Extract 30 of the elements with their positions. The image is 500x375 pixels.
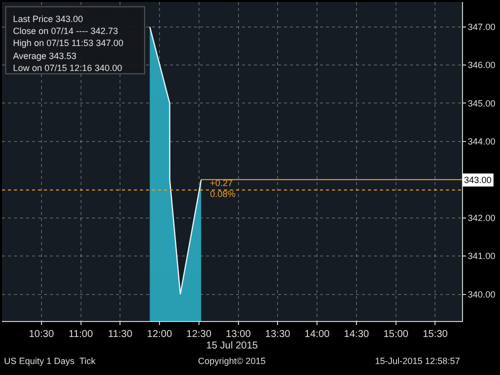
annotation: Average 343.53: [13, 51, 76, 61]
x-tick-label: 11:30: [108, 329, 133, 340]
y-tick-label: 347.00: [468, 22, 496, 32]
y-tick-label: 340.00: [468, 289, 496, 300]
annotation: +0.27: [210, 178, 233, 188]
y-tick-label: 345.00: [468, 98, 496, 108]
x-tick-label: 10:30: [28, 329, 54, 340]
y-tick-label: 342.00: [468, 213, 496, 223]
y-tick-label: 346.00: [468, 60, 496, 70]
text: 15-Jul-2015 12:58:57: [375, 356, 460, 366]
annotation: Low on 07/15 12:16 340.00: [13, 63, 122, 73]
annotation: Close on 07/14 ---- 342.73: [13, 26, 118, 36]
text: US Equity 1 Days Tick: [4, 356, 96, 366]
x-tick-label: 12:30: [186, 329, 212, 340]
x-tick-label: 15:00: [383, 329, 409, 340]
x-tick-label: 13:30: [265, 329, 291, 340]
annotation: High on 07/15 11:53 347.00: [13, 38, 124, 48]
x-tick-label: 15:30: [422, 329, 448, 340]
annotation: Last Price 343.00: [13, 14, 84, 24]
x-tick-label: 11:00: [68, 329, 94, 340]
x-tick-label: 13:00: [226, 329, 252, 340]
x-tick-label: 14:30: [344, 329, 370, 340]
ref-line-label: 343.00: [464, 175, 492, 185]
x-tick-label: 14:00: [304, 329, 330, 340]
x-axis-title: 15 Jul 2015: [206, 340, 258, 352]
y-tick-label: 344.00: [468, 136, 496, 147]
text: Copyright© 2015: [198, 356, 266, 366]
annotation: 0.08%: [210, 189, 236, 199]
y-tick-label: 341.00: [468, 251, 496, 262]
x-tick-label: 12:00: [147, 329, 172, 340]
